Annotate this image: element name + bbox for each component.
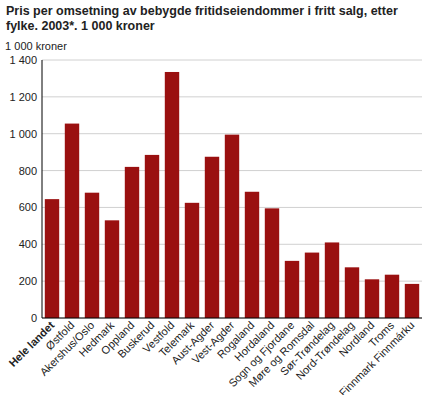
bar [225,135,239,318]
y-axis [42,60,43,318]
bar [285,261,299,318]
grid-line [42,96,422,97]
grid-line [42,318,422,319]
y-tick-label: 600 [19,201,37,213]
bar [45,199,59,318]
bar [345,267,359,318]
bar [185,203,199,318]
y-tick-label: 0 [31,312,37,324]
bar [205,157,219,318]
bar [105,220,119,318]
y-tick-label: 1 000 [9,128,37,140]
y-tick-label: 800 [19,165,37,177]
bar [265,208,279,318]
bar [125,167,139,318]
y-tick-label: 1 400 [9,54,37,66]
bar [145,155,159,318]
bar [405,284,419,318]
grid-line [42,60,422,61]
bar [85,193,99,318]
bar [385,275,399,318]
title: Pris per omsetning av bebygde fritidseie… [6,4,424,34]
x-axis [42,318,422,319]
bar [165,72,179,318]
x-tick-label: Finnmark Finnmárku [337,319,417,395]
y-tick-label: 400 [19,238,37,250]
chart: 1 000 kroner 0 200 400 600 800 1 000 1 200 1 400… [0,0,429,395]
bar [305,253,319,318]
bar [65,124,79,318]
bar [365,279,379,318]
y-tick-label: 1 200 [9,91,37,103]
bars [45,72,419,318]
bar [245,192,259,318]
bar [325,242,339,318]
y-tick-label: 200 [19,275,37,287]
y-axis-label: 1 000 kroner [5,40,67,52]
grid-line [42,133,422,134]
